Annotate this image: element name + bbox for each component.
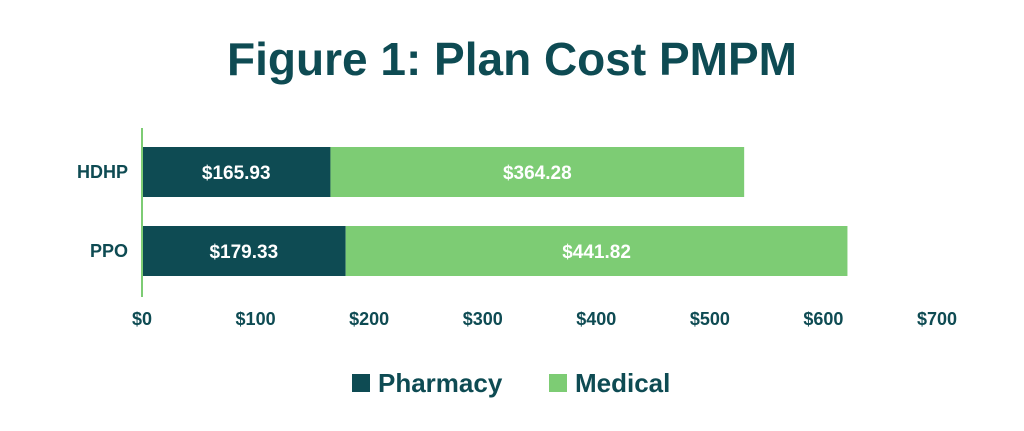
legend: Pharmacy Medical (352, 368, 670, 398)
x-tick-label: $200 (349, 309, 389, 329)
x-tick-label: $300 (463, 309, 503, 329)
category-label-ppo: PPO (90, 241, 128, 261)
x-axis-ticks: $0 $100 $200 $300 $400 $500 $600 $700 (132, 309, 957, 329)
x-tick-label: $0 (132, 309, 152, 329)
bar-medical-ppo (345, 226, 848, 276)
legend-label-pharmacy: Pharmacy (378, 368, 503, 398)
x-tick-label: $500 (690, 309, 730, 329)
bar-medical-hdhp (330, 147, 745, 197)
bar-pharmacy-ppo (142, 226, 346, 276)
data-label-medical-ppo: $441.82 (562, 242, 631, 263)
data-label-pharmacy-hdhp: $165.93 (202, 163, 271, 184)
x-tick-label: $100 (236, 309, 276, 329)
bar-pharmacy-hdhp (142, 147, 331, 197)
data-label-pharmacy-ppo: $179.33 (209, 242, 278, 263)
x-tick-label: $700 (917, 309, 957, 329)
legend-swatch-medical (549, 374, 567, 392)
data-label-medical-hdhp: $364.28 (503, 163, 572, 184)
legend-swatch-pharmacy (352, 374, 370, 392)
x-tick-label: $600 (803, 309, 843, 329)
category-label-hdhp: HDHP (77, 162, 128, 182)
bars (142, 147, 848, 276)
x-tick-label: $400 (576, 309, 616, 329)
data-labels: $165.93 $364.28 $179.33 $441.82 (202, 163, 631, 263)
category-labels: HDHP PPO (77, 162, 128, 261)
legend-label-medical: Medical (575, 368, 670, 398)
chart-title: Figure 1: Plan Cost PMPM (227, 33, 797, 85)
